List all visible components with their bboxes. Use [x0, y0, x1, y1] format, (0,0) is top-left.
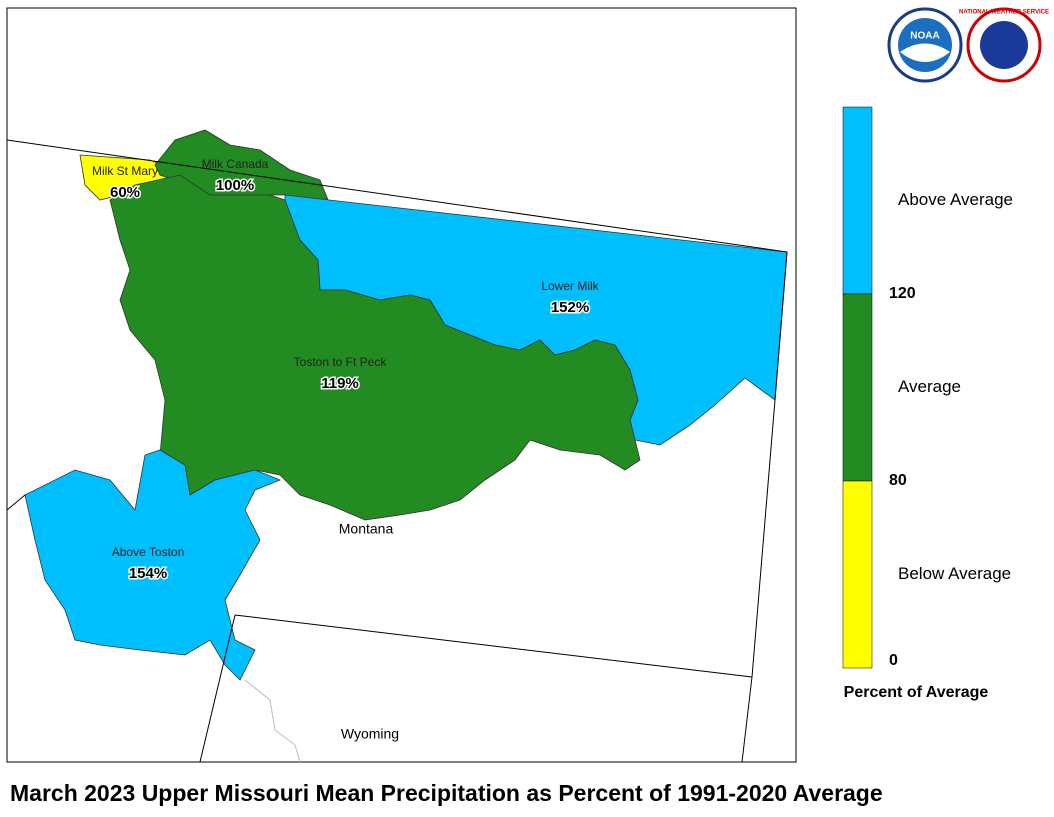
legend-class: Average: [898, 377, 961, 396]
basin-value: 100%: [216, 177, 254, 194]
state-label: Montana: [339, 521, 394, 537]
labels: Milk St Mary 60% Milk Canada 100% Lower Milk…: [92, 157, 600, 583]
basin-name: Above Toston: [112, 545, 185, 559]
basin-value: 152%: [551, 299, 589, 316]
legend-break: 0: [889, 652, 898, 669]
border: [199, 614, 236, 763]
legend-swatch: [842, 106, 873, 295]
regions: [24, 129, 788, 681]
noaa-logo: NOAA: [887, 7, 963, 83]
basin-value: 119%: [321, 375, 359, 392]
logo-text: NOAA: [910, 31, 939, 42]
river: [244, 679, 301, 763]
legend-swatch: [842, 293, 873, 482]
legend-title: Percent of Average: [844, 684, 989, 701]
state-label: Wyoming: [341, 726, 399, 742]
legend-break: 120: [889, 285, 916, 302]
legend-class: Above Average: [898, 190, 1013, 209]
basin-name: Lower Milk: [541, 279, 599, 293]
logo-text: NATIONAL WEATHER SERVICE: [959, 10, 1049, 16]
border: [6, 494, 26, 511]
legend-class: Below Average: [898, 564, 1011, 583]
title: March 2023 Upper Missouri Mean Precipita…: [10, 780, 883, 806]
state-borders: [6, 139, 788, 763]
legend: Above Average Average Below Average 120 80 0 P…: [842, 106, 1013, 701]
basin-name: Milk St Mary: [92, 164, 158, 178]
legend-break: 80: [889, 472, 907, 489]
logo-disc: [980, 21, 1028, 69]
nws-logo: NATIONAL WEATHER SERVICE: [959, 7, 1049, 83]
basin: [24, 449, 282, 681]
legend-swatch: [842, 480, 873, 669]
basin-value: 60%: [110, 184, 140, 201]
logo-wave: [900, 43, 950, 62]
basin-name: Toston to Ft Peck: [294, 355, 388, 369]
border: [234, 614, 753, 678]
border: [6, 139, 788, 401]
basin-value: 154%: [129, 565, 167, 582]
basin-name: Milk Canada: [202, 157, 269, 171]
